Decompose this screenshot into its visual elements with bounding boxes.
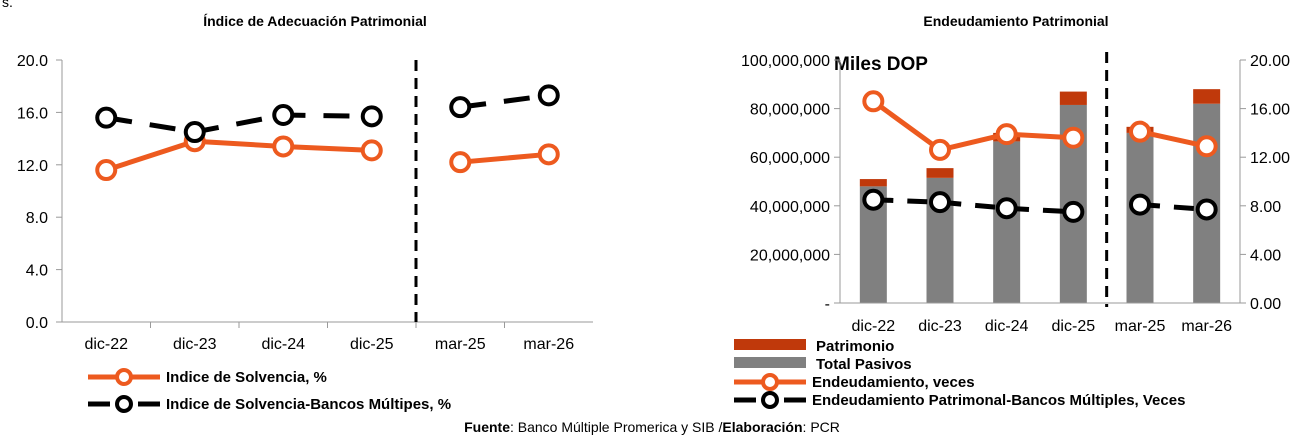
x-tick-label: mar-25 <box>1115 318 1166 335</box>
x-tick-label: dic-22 <box>852 318 896 335</box>
footer-source-text: : Banco Múltiple Promerica y SIB / <box>509 419 723 435</box>
bar-patrimonio <box>1059 91 1087 105</box>
legend-swatch <box>734 357 806 368</box>
bar-patrimonio <box>926 168 954 178</box>
data-point <box>929 138 951 161</box>
data-point <box>862 188 885 211</box>
series-line <box>1139 202 1207 212</box>
data-point <box>995 197 1018 220</box>
legend-label: Total Pasivos <box>816 356 912 373</box>
x-tick-label: dic-23 <box>918 318 962 335</box>
data-point <box>537 84 560 107</box>
x-tick-label: dic-25 <box>1052 318 1096 335</box>
legend-item-label: Endeudamiento Patrimonal-Bancos Múltiple… <box>812 392 1185 409</box>
data-point <box>95 159 118 182</box>
data-point <box>183 121 206 144</box>
x-tick-label: dic-22 <box>84 336 128 353</box>
y-tick-label: 0.0 <box>26 315 48 332</box>
data-point <box>449 151 472 174</box>
y-tick-label: 20,000,000 <box>750 247 830 264</box>
y-tick-label: 20.0 <box>17 53 48 70</box>
y-tick-label: 40,000,000 <box>750 199 830 216</box>
chart-annotation: Miles DOP <box>834 54 928 75</box>
footer-elab-label: Elaboración <box>722 419 803 435</box>
bar-patrimonio <box>1193 89 1221 104</box>
y-tick-label: 12.0 <box>17 158 48 175</box>
y-tick-label: 80,000,000 <box>750 102 830 119</box>
data-point <box>272 104 295 127</box>
series-line <box>105 138 372 173</box>
y2-tick-label: 12.00 <box>1250 150 1290 167</box>
series-line <box>105 112 372 135</box>
y2-tick-label: 0.00 <box>1250 296 1281 313</box>
legend-item-label: Endeudamiento, veces <box>812 374 975 391</box>
bar-total-pasivos <box>1126 132 1154 303</box>
series-line <box>873 197 1074 215</box>
data-point <box>1195 198 1218 221</box>
legend-item-label: Indice de Solvencia-Bancos Múltipes, % <box>166 396 451 413</box>
series-line <box>460 151 549 165</box>
y2-tick-label: 8.00 <box>1250 199 1281 216</box>
footer: Fuente: Banco Múltiple Promerica y SIB /… <box>0 419 1304 435</box>
y-tick-label: - <box>825 296 830 313</box>
x-tick-label: mar-26 <box>523 336 574 353</box>
data-point <box>929 191 951 214</box>
legend-item-marker <box>761 373 779 391</box>
legend-item-label: Indice de Solvencia, % <box>166 369 327 386</box>
data-point <box>995 123 1018 146</box>
chart-endeudamiento: Endeudamiento Patrimonial Miles DOP - 20,… <box>734 13 1290 409</box>
legend-label: Patrimonio <box>816 338 894 355</box>
series-line <box>871 99 1074 153</box>
data-point <box>95 106 118 129</box>
legend-item-marker <box>115 368 133 386</box>
legend-item-marker <box>761 391 779 409</box>
y-tick-label: 100,000,000 <box>741 53 830 70</box>
y2-tick-label: 4.00 <box>1250 247 1281 264</box>
y-tick-label: 8.0 <box>26 210 48 227</box>
x-tick-label: mar-26 <box>1181 318 1232 335</box>
data-point <box>360 105 383 128</box>
data-point <box>1129 193 1151 216</box>
y-tick-label: 60,000,000 <box>750 150 830 167</box>
bar-patrimonio <box>859 179 887 187</box>
x-tick-label: dic-25 <box>350 336 394 353</box>
footer-elab-text: : PCR <box>802 419 840 435</box>
data-point <box>537 143 560 166</box>
x-tick-label: dic-24 <box>985 318 1029 335</box>
data-point <box>1129 120 1151 143</box>
series-line <box>459 92 550 110</box>
data-point <box>1062 126 1085 149</box>
data-point <box>272 135 295 158</box>
corner-text: s. <box>2 0 13 10</box>
data-point <box>360 139 383 162</box>
series-line <box>1139 129 1208 149</box>
data-point <box>1062 200 1085 223</box>
x-tick-label: mar-25 <box>435 336 486 353</box>
x-tick-label: dic-24 <box>261 336 305 353</box>
legend-swatch <box>734 339 806 350</box>
y-tick-label: 16.0 <box>17 105 48 122</box>
y-tick-label: 4.0 <box>26 263 48 280</box>
bar-total-pasivos <box>993 141 1021 303</box>
x-tick-label: dic-23 <box>173 336 217 353</box>
y2-tick-label: 20.00 <box>1250 53 1290 70</box>
data-point <box>862 90 885 113</box>
chart-solvencia: Índice de Adecuación Patrimonial 0.0 4.0 8… <box>17 13 593 413</box>
data-point <box>1195 135 1218 158</box>
footer-source-label: Fuente <box>464 419 510 435</box>
y2-tick-label: 16.00 <box>1250 102 1290 119</box>
legend-item-marker <box>115 395 133 413</box>
data-point <box>449 96 472 119</box>
chart-title: Índice de Adecuación Patrimonial <box>203 13 427 29</box>
chart-title: Endeudamiento Patrimonial <box>923 13 1108 29</box>
